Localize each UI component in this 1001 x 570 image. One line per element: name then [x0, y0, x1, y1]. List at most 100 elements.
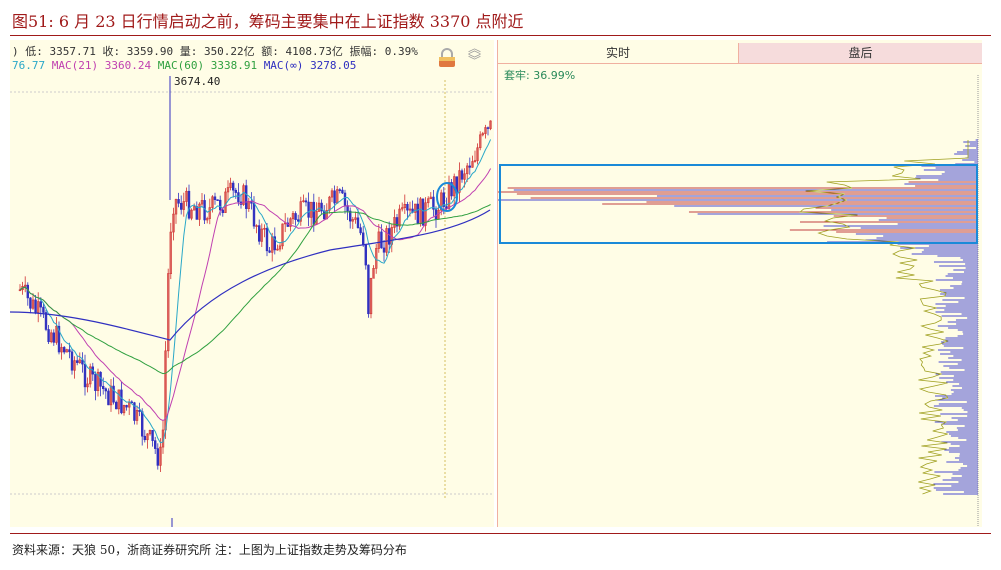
chevron-down-double-icon[interactable]: ︾ — [468, 54, 482, 69]
candle-body — [424, 202, 427, 226]
candle-body — [476, 147, 479, 161]
candle-body — [42, 306, 45, 313]
candle-body — [68, 349, 71, 353]
candle-body — [304, 200, 308, 203]
candle-body — [226, 187, 230, 193]
candle-body — [70, 351, 74, 371]
candle-body — [156, 448, 159, 466]
candle-body — [146, 433, 149, 441]
candle-body — [182, 201, 185, 210]
candle-body — [380, 231, 383, 249]
ma21-value: 3360.24 — [104, 59, 152, 72]
candle-body — [356, 217, 360, 228]
candle-body — [465, 165, 469, 175]
candle-body — [442, 192, 445, 207]
candle-body — [395, 217, 399, 227]
lock-icon[interactable] — [438, 48, 456, 68]
candle-body — [216, 199, 219, 201]
candle-body — [62, 347, 66, 353]
candle-body — [484, 127, 487, 134]
ma60-line — [19, 204, 491, 375]
candle-body — [421, 198, 425, 226]
candle-body — [172, 213, 175, 233]
candle-body — [408, 208, 412, 211]
highlight-box — [499, 164, 978, 244]
candle-body — [348, 210, 352, 222]
candle-body — [208, 207, 211, 219]
candle-body — [351, 219, 354, 222]
candle-body — [130, 401, 134, 404]
candle-body — [24, 284, 27, 287]
candle-body — [473, 160, 477, 162]
candle-body — [296, 219, 300, 222]
candle-body — [341, 189, 344, 194]
candle-body — [44, 312, 48, 330]
candle-body — [439, 192, 443, 211]
candle-body — [307, 201, 310, 218]
candle-body — [107, 390, 110, 406]
candle-body — [219, 199, 222, 211]
candle-body — [432, 196, 435, 210]
candle-body — [255, 225, 258, 227]
candle-body — [429, 196, 432, 200]
candle-body — [49, 332, 53, 343]
candle-body — [89, 366, 92, 385]
candle-body — [276, 248, 279, 251]
candle-body — [154, 440, 157, 449]
candle-body — [302, 200, 305, 203]
candle-body — [382, 247, 386, 253]
candle-body — [463, 173, 466, 180]
chip-distribution-panel: 实时 盘后 套牢: 36.99% — [497, 40, 982, 527]
candle-body — [242, 185, 245, 205]
candle-body — [213, 196, 217, 200]
candle-body — [34, 299, 37, 313]
candle-body — [320, 202, 323, 212]
candle-body — [148, 430, 152, 435]
candle-body — [481, 133, 484, 136]
candle-body — [281, 223, 284, 247]
tab-after-hours[interactable]: 盘后 — [739, 43, 982, 64]
candle-body — [393, 217, 396, 228]
peak-price-label: 3674.40 — [174, 75, 221, 88]
chevron-up-double-icon[interactable]: ︽ — [468, 42, 482, 57]
candle-body — [167, 273, 170, 352]
candle-body — [65, 349, 69, 353]
candle-body — [278, 245, 282, 250]
candle-body — [364, 244, 367, 266]
kline-chart-panel[interactable]: ) 低: 3357.71 收: 3359.90 量: 350.22亿 额: 41… — [10, 40, 494, 527]
candle-body — [252, 202, 256, 227]
candle-body — [52, 332, 56, 343]
candle-body — [367, 264, 370, 315]
candle-body — [29, 297, 32, 309]
candle-body — [312, 201, 315, 225]
candle-body — [338, 189, 341, 191]
candle-body — [138, 409, 141, 412]
candle-body — [211, 196, 214, 208]
candle-body — [224, 191, 227, 213]
candle-body — [263, 227, 266, 230]
candle-body — [122, 405, 126, 414]
candle-body — [120, 389, 123, 414]
candle-body — [177, 199, 180, 204]
candle-body — [187, 190, 191, 219]
candle-body — [151, 430, 154, 441]
candle-body — [117, 389, 121, 410]
title-divider — [10, 35, 991, 36]
candle-body — [86, 383, 89, 388]
candle-body — [143, 435, 146, 441]
candle-body — [18, 289, 22, 292]
candle-body — [78, 359, 82, 363]
candle-body — [458, 170, 461, 193]
chip-canvas — [498, 75, 979, 527]
candle-body — [343, 192, 347, 206]
candle-body — [96, 371, 100, 391]
candle-body — [60, 347, 63, 353]
kline-canvas[interactable] — [10, 40, 494, 527]
candle-body — [291, 213, 295, 220]
candle-body — [330, 190, 334, 198]
source-note: 资料来源：天狼 50，浙商证券研究所 注：上图为上证指数走势及筹码分布 — [12, 543, 407, 557]
ma5-value: 76.77 — [12, 59, 46, 72]
tab-realtime[interactable]: 实时 — [498, 43, 739, 64]
candle-body — [83, 363, 87, 388]
candle-body — [398, 208, 401, 227]
